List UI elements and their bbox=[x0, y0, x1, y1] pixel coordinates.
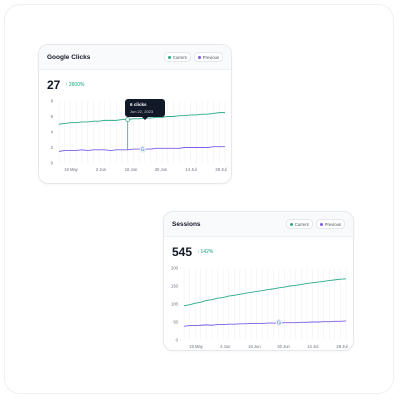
google-g-icon[interactable] bbox=[139, 146, 146, 153]
grid-lines bbox=[183, 268, 347, 340]
x-tick-label: 14 Jul bbox=[185, 167, 196, 172]
metric-change-value: 2600% bbox=[68, 82, 85, 88]
y-tick-label: 2 bbox=[51, 145, 54, 150]
tooltip-title: 6 clicks bbox=[130, 102, 147, 107]
card-header: Sessions Current Previous bbox=[164, 212, 353, 237]
y-tick-label: 0 bbox=[51, 161, 54, 166]
clicks-line-chart[interactable]: 0 2 4 6 8 19 May 2 Jun 16 Jun 30 Jun 14 Jul 28 Jul bbox=[39, 95, 232, 184]
google-clicks-card: Google Clicks Current Previous 27 ↑ 2600… bbox=[38, 44, 232, 184]
chart-legend: Current Previous bbox=[285, 219, 345, 229]
tooltip-date: Jun 22, 2023 bbox=[130, 109, 154, 114]
y-tick-label: 100 bbox=[171, 302, 179, 307]
x-tick-label: 30 Jun bbox=[277, 344, 290, 349]
y-tick-label: 8 bbox=[51, 99, 54, 104]
card-title: Sessions bbox=[172, 220, 201, 228]
arrow-up-icon: ↑ bbox=[197, 249, 200, 255]
google-g-glyph bbox=[277, 320, 282, 325]
grid-lines bbox=[58, 101, 226, 163]
sessions-card: Sessions Current Previous 545 ↑ 142% 0 50… bbox=[163, 211, 354, 351]
legend-current-label: Current bbox=[172, 54, 187, 60]
y-tick-label: 0 bbox=[176, 338, 179, 343]
metric-change: ↑ 142% bbox=[197, 249, 213, 255]
highlight-point[interactable] bbox=[125, 117, 131, 123]
google-g-icon[interactable] bbox=[275, 319, 283, 326]
chart-legend: Current Previous bbox=[163, 52, 223, 62]
metric-value: 27 bbox=[47, 78, 61, 92]
x-tick-label: 28 Jul bbox=[215, 167, 226, 172]
current-dot-icon bbox=[167, 55, 171, 59]
metric-change-value: 142% bbox=[200, 249, 214, 255]
current-dot-icon bbox=[289, 222, 293, 226]
x-tick-label: 2 Jun bbox=[220, 344, 231, 349]
previous-dot-icon bbox=[319, 222, 323, 226]
card-header: Google Clicks Current Previous bbox=[39, 45, 231, 70]
y-tick-label: 200 bbox=[171, 266, 179, 271]
x-tick-label: 14 Jul bbox=[307, 344, 318, 349]
metric-row: 545 ↑ 142% bbox=[164, 237, 353, 259]
metric-change: ↑ 2600% bbox=[65, 82, 84, 88]
x-tick-label: 16 Jun bbox=[248, 344, 261, 349]
x-tick-label: 16 Jun bbox=[125, 167, 138, 172]
legend-previous-toggle[interactable]: Previous bbox=[193, 52, 223, 62]
y-tick-label: 4 bbox=[51, 130, 54, 135]
x-tick-label: 19 May bbox=[189, 344, 204, 349]
metric-value: 545 bbox=[172, 245, 193, 259]
previous-dot-icon bbox=[197, 55, 201, 59]
legend-previous-label: Previous bbox=[324, 221, 341, 227]
y-tick-label: 150 bbox=[171, 284, 179, 289]
series-line-previous[interactable] bbox=[183, 320, 347, 327]
x-tick-label: 30 Jun bbox=[155, 167, 168, 172]
sessions-line-chart[interactable]: 0 50 100 150 200 19 May 2 Jun 16 Jun 30 Jun 14 Ju… bbox=[164, 262, 354, 351]
y-tick-label: 6 bbox=[51, 114, 54, 119]
legend-current-toggle[interactable]: Current bbox=[163, 52, 191, 62]
legend-previous-toggle[interactable]: Previous bbox=[315, 219, 345, 229]
google-g-glyph bbox=[140, 147, 145, 152]
x-tick-label: 28 Jul bbox=[336, 344, 347, 349]
legend-previous-label: Previous bbox=[202, 54, 219, 60]
x-tick-label: 2 Jun bbox=[96, 167, 107, 172]
card-title: Google Clicks bbox=[47, 53, 91, 61]
series-line-current[interactable] bbox=[183, 278, 347, 307]
arrow-up-icon: ↑ bbox=[65, 82, 68, 88]
chart-tooltip: 6 clicks Jun 22, 2023 bbox=[125, 99, 165, 120]
x-tick-label: 19 May bbox=[64, 167, 79, 172]
y-tick-label: 50 bbox=[173, 320, 178, 325]
metric-row: 27 ↑ 2600% bbox=[39, 70, 231, 92]
legend-current-label: Current bbox=[294, 221, 309, 227]
legend-current-toggle[interactable]: Current bbox=[285, 219, 313, 229]
